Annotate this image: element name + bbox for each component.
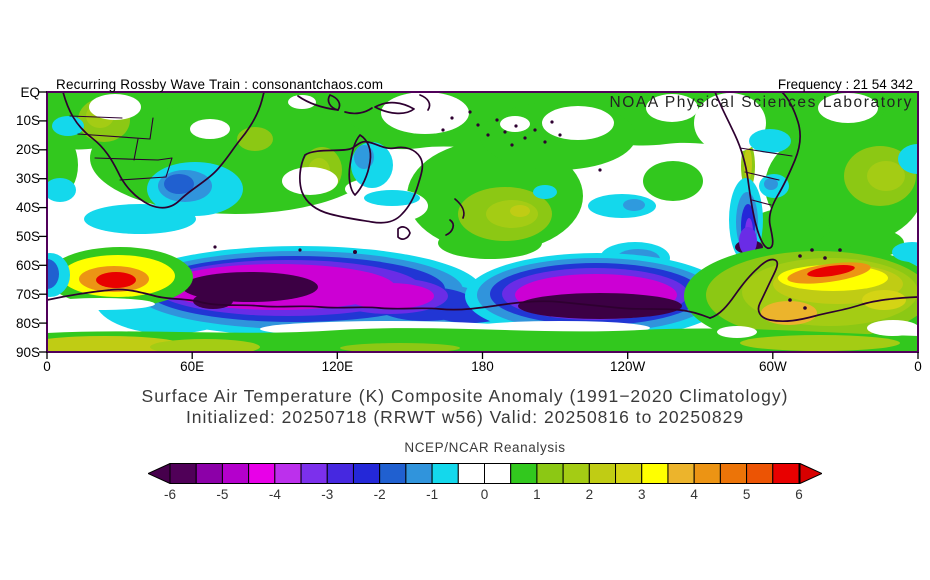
colorbar-tick-label: -1 (426, 487, 439, 502)
colorbar-tick-label: -4 (268, 487, 281, 502)
lon-tick-label: 120E (321, 359, 354, 374)
organization-label: NOAA Physical Sciences Laboratory (609, 94, 913, 111)
lat-tick-label: 60S (15, 257, 40, 273)
colorbar-cell (169, 463, 197, 484)
lat-tick-label: 30S (15, 171, 40, 187)
colorbar-tick-label: 6 (795, 487, 803, 502)
africa-borders (69, 115, 173, 181)
cool-patches (47, 116, 918, 271)
lat-tick-label: 40S (15, 200, 40, 216)
lat-tick-label: 80S (15, 315, 40, 331)
coast-antarctica (47, 288, 711, 319)
colorbar-tick-label: -2 (373, 487, 386, 502)
colorbar-left-arrow (146, 462, 171, 485)
colorbar-cell (379, 463, 407, 484)
colorbar-cell (300, 463, 328, 484)
south-america-borders (739, 147, 793, 206)
lat-tick-label: 10S (15, 113, 40, 129)
colorbar-cell (588, 463, 617, 484)
colorbar-cell (484, 463, 512, 484)
colorbar-cell (405, 463, 433, 484)
lat-ticks (39, 91, 47, 353)
colorbar-cell (667, 463, 695, 484)
colorbar-cell (719, 463, 748, 484)
coast-new-zealand (445, 198, 465, 236)
warm-spot-greenwich (47, 247, 193, 310)
lat-tick-label: EQ (20, 84, 40, 100)
cold-blob-indian-sector (95, 246, 527, 336)
colorbar-cell (536, 463, 564, 484)
colorbar-cell (615, 463, 643, 484)
coast-australia (299, 140, 424, 224)
coast-south-america (714, 92, 801, 250)
watermark-text: Recurring Rossby Wave Train : consonantc… (56, 77, 384, 92)
colorbar (146, 462, 824, 485)
colorbar-cell (274, 463, 302, 484)
colorbar-tick-label: 4 (690, 487, 698, 502)
lon-tick-label: 0 (914, 359, 922, 374)
coast-antarctic-peninsula (709, 258, 918, 323)
colorbar-cell (641, 463, 669, 484)
colorbar-cell (431, 463, 459, 484)
colorbar-cell (195, 463, 223, 484)
colorbar-tick-label: 5 (742, 487, 751, 502)
lat-tick-label: 20S (15, 142, 40, 158)
colorbar-cell (693, 463, 721, 484)
lon-tick-label: 0 (43, 359, 51, 374)
colorbar-tick-label: -3 (321, 487, 334, 502)
cold-blob-pacific-sector (465, 227, 763, 339)
plot-title: Surface Air Temperature (K) Composite An… (141, 386, 789, 406)
island-dots (213, 110, 842, 310)
colorbar-cell (562, 463, 590, 484)
colorbar-cell (457, 463, 485, 484)
colorbar-cell (221, 463, 250, 484)
polar-cap-band (47, 320, 918, 352)
lon-tick-label: 180 (471, 359, 494, 374)
anomaly-field (47, 92, 918, 352)
lon-tick-label: 60W (758, 359, 787, 374)
coast-tasmania (397, 226, 411, 240)
frequency-label: Frequency : 21 54 342 (777, 77, 913, 92)
colorbar-tick-label: -6 (163, 487, 177, 502)
colorbar-tick-label: 1 (533, 487, 541, 502)
colorbar-tick-label: 0 (480, 487, 489, 502)
colorbar-tick-label: 2 (585, 487, 594, 502)
lon-tick-label: 120W (610, 359, 646, 374)
coast-madagascar (348, 134, 372, 196)
coast-africa (62, 92, 265, 209)
colorbar-cell (248, 463, 276, 484)
colorbar-cell (772, 463, 800, 484)
colorbar-cell (746, 463, 774, 484)
colorbar-tick-label: 3 (637, 487, 646, 502)
colorbar-cell (510, 463, 538, 484)
lat-tick-label: 90S (15, 344, 40, 360)
lat-tick-label: 50S (15, 228, 40, 244)
colorbar-right-arrow (799, 462, 824, 485)
colorbar-source-label: NCEP/NCAR Reanalysis (404, 440, 566, 455)
lat-tick-label: 70S (15, 286, 40, 302)
lon-tick-label: 60E (180, 359, 205, 374)
plot-subtitle: Initialized: 20250718 (RRWT w56) Valid: … (185, 407, 745, 427)
coast-indonesia-png (297, 94, 431, 115)
coastlines (47, 92, 918, 323)
colorbar-cell (326, 463, 354, 484)
colorbar-cell (352, 463, 381, 484)
lon-ticks (46, 352, 919, 359)
colorbar-tick-label: -5 (216, 487, 229, 502)
